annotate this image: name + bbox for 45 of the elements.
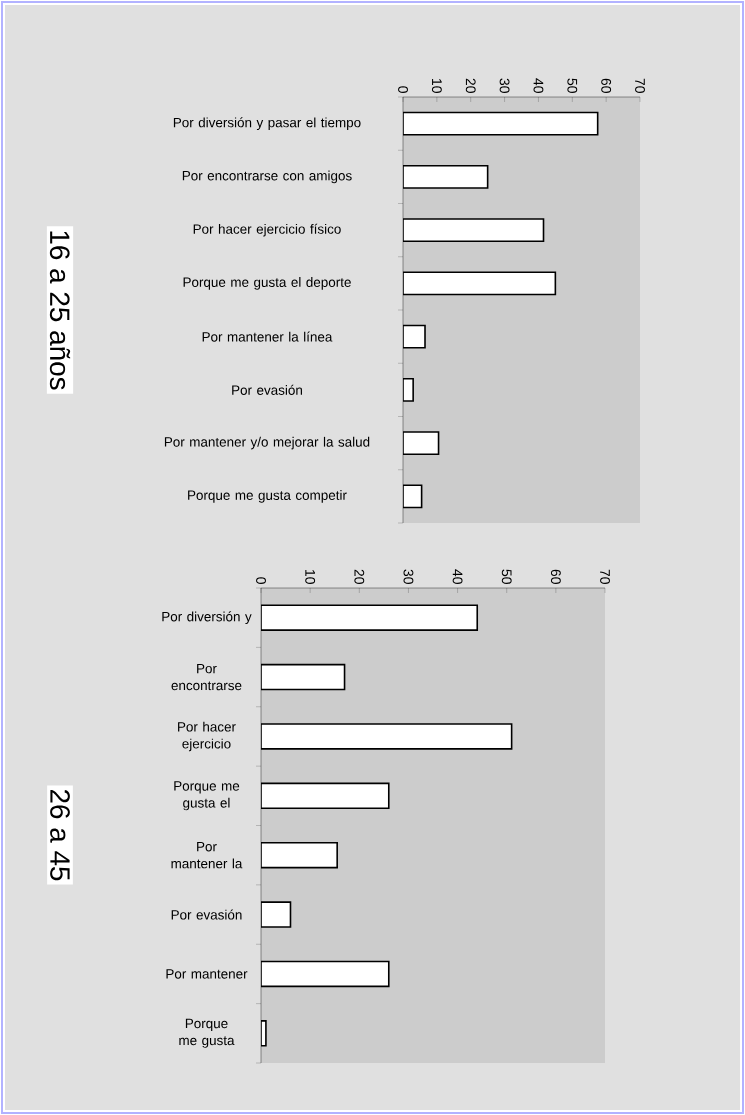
x-tick-label: 30 xyxy=(499,78,510,93)
y-tick-label: Por diversión y xyxy=(162,611,252,625)
x-tick-label: 50 xyxy=(567,78,578,93)
bar xyxy=(261,960,390,988)
y-tick-label: Porque me gusta competir xyxy=(188,490,347,503)
x-tick-label: 30 xyxy=(403,569,414,584)
text: 26 a 45 xyxy=(50,789,70,881)
bar xyxy=(403,111,599,136)
x-tick-label: 10 xyxy=(431,79,442,93)
y-tick-label: Porque me gusta el xyxy=(174,781,240,811)
y-tick-label: Por encontrarse xyxy=(171,663,242,691)
bar xyxy=(403,164,489,189)
x-tick-label: 60 xyxy=(601,78,612,93)
bar xyxy=(261,723,513,750)
y-tick-label: Por encontrarse con amigos xyxy=(182,170,352,184)
y-tick-label: Por mantener xyxy=(166,969,248,979)
y-tick-label: Por mantener la línea xyxy=(202,331,333,342)
y-tick-label: Por hacer ejercicio físico xyxy=(193,223,341,237)
x-tick-label: 60 xyxy=(550,569,561,584)
y-tick-label: Por evasión xyxy=(232,384,302,395)
y-tick-label: Por mantener la xyxy=(171,842,243,869)
x-tick-label: 0 xyxy=(398,86,408,93)
x-tick-label: 20 xyxy=(354,569,365,584)
y-tick-label: Porque me gusta xyxy=(179,1018,235,1048)
bar xyxy=(261,841,338,869)
x-tick-label: 70 xyxy=(635,78,645,93)
bar xyxy=(403,271,557,296)
bar xyxy=(403,218,545,243)
bar xyxy=(403,431,440,456)
y-tick-label: Por mantener y/o mejorar la salud xyxy=(164,436,370,450)
x-tick-label: 50 xyxy=(501,569,512,584)
x-tick-label: 20 xyxy=(465,78,476,93)
bar xyxy=(261,604,479,631)
x-tick-label: 40 xyxy=(533,78,544,93)
y-tick-label: Porque me gusta el deporte xyxy=(183,277,351,290)
y-tick-label: Por diversión y pasar el tiempo xyxy=(173,117,361,130)
x-tick-label: 0 xyxy=(256,577,266,584)
x-tick-label: 70 xyxy=(600,569,610,584)
bar xyxy=(261,782,390,810)
y-tick-label: Por evasión xyxy=(171,909,242,920)
y-tick-label: Por hacer ejercicio xyxy=(178,721,236,752)
x-tick-label: 40 xyxy=(452,569,463,584)
text: 16 a 25 años xyxy=(49,231,71,390)
bar xyxy=(261,663,346,691)
x-tick-label: 10 xyxy=(305,570,316,584)
